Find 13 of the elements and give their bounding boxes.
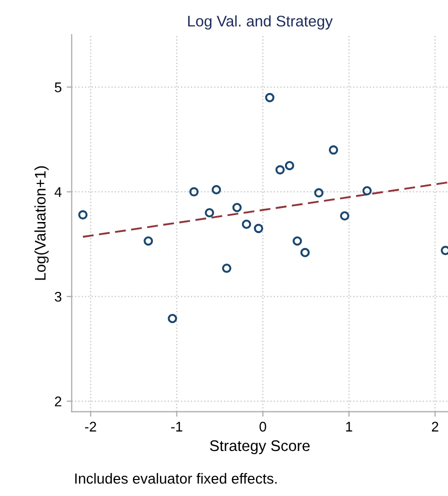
x-tick-label: 0 [260, 422, 266, 432]
chart-title: Log Val. and Strategy [188, 15, 333, 30]
y-tick-label: 3 [54, 292, 62, 302]
y-axis-title: Log(Valuation+1) [34, 166, 49, 280]
y-tick-label: 5 [54, 82, 62, 92]
x-axis-title: Strategy Score [210, 440, 310, 454]
y-tick-label: 4 [54, 187, 62, 197]
x-tick-label: 1 [346, 422, 352, 432]
x-tick-label: -1 [171, 422, 182, 432]
x-tick-label: -2 [85, 422, 96, 432]
y-tick-label: 2 [54, 396, 62, 406]
text: Includes evaluator fixed effects. [75, 473, 277, 484]
x-tick-label: 2 [432, 422, 438, 432]
